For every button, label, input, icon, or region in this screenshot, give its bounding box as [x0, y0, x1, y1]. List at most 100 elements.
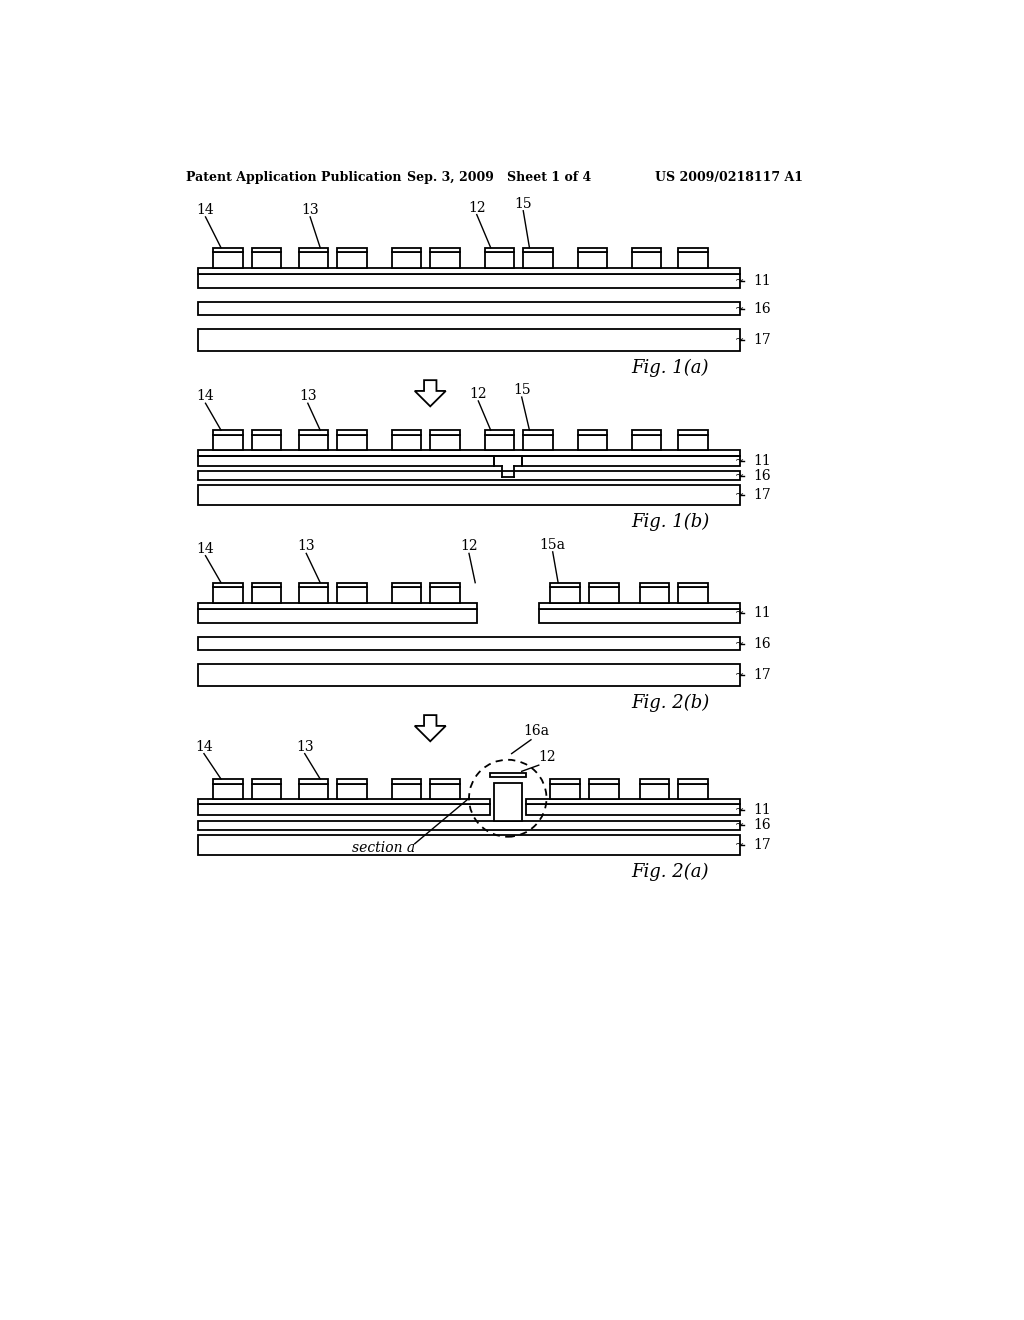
Bar [198, 836, 740, 855]
Bar [430, 252, 460, 268]
Bar [198, 799, 489, 804]
Text: 15: 15 [514, 197, 532, 211]
Bar [632, 252, 662, 268]
Bar [430, 582, 460, 587]
Bar [550, 582, 580, 587]
Bar [539, 603, 740, 609]
Bar [678, 779, 708, 784]
Bar [337, 582, 367, 587]
Text: 14: 14 [197, 389, 214, 404]
Bar [578, 434, 607, 450]
Text: 13: 13 [299, 389, 316, 404]
Bar [198, 330, 740, 351]
Bar [213, 248, 243, 252]
Text: ~: ~ [735, 335, 744, 345]
Bar [252, 434, 282, 450]
Bar [430, 587, 460, 603]
Polygon shape [415, 380, 445, 407]
Bar [198, 275, 740, 288]
Text: ~: ~ [735, 304, 744, 314]
Bar [430, 248, 460, 252]
Bar [391, 784, 421, 799]
Text: 16: 16 [754, 636, 771, 651]
Bar [213, 582, 243, 587]
Text: 17: 17 [754, 838, 771, 853]
Bar [213, 434, 243, 450]
Bar [550, 779, 580, 784]
Bar [678, 248, 708, 252]
Bar [299, 784, 328, 799]
Text: 17: 17 [754, 668, 771, 682]
Bar [337, 784, 367, 799]
Text: ~: ~ [735, 607, 744, 618]
Bar [391, 587, 421, 603]
Text: 12: 12 [539, 750, 556, 763]
Bar [213, 252, 243, 268]
Text: 16: 16 [754, 469, 771, 483]
Bar [578, 252, 607, 268]
Bar [337, 587, 367, 603]
Text: 11: 11 [754, 454, 771, 469]
Bar [198, 821, 740, 830]
Bar [299, 587, 328, 603]
Bar [299, 779, 328, 784]
Bar [213, 587, 243, 603]
Text: 11: 11 [754, 606, 771, 619]
Text: 17: 17 [754, 488, 771, 502]
Bar [523, 248, 553, 252]
Bar [337, 248, 367, 252]
Text: 15a: 15a [540, 537, 565, 552]
Bar [632, 430, 662, 434]
Bar [523, 434, 553, 450]
Text: 14: 14 [197, 203, 214, 216]
Bar [391, 252, 421, 268]
Text: 16: 16 [754, 818, 771, 832]
Bar [640, 582, 669, 587]
Bar [430, 434, 460, 450]
Bar [198, 450, 740, 455]
Text: 11: 11 [754, 803, 771, 817]
Text: ~: ~ [735, 490, 744, 500]
Bar [640, 784, 669, 799]
Bar [198, 664, 740, 686]
Bar [299, 248, 328, 252]
Bar [589, 784, 618, 799]
Bar [252, 248, 282, 252]
Bar [213, 779, 243, 784]
Bar [484, 434, 514, 450]
Bar [484, 430, 514, 434]
Bar [299, 252, 328, 268]
Bar [525, 799, 740, 804]
Bar [678, 587, 708, 603]
Bar [578, 430, 607, 434]
Bar [299, 582, 328, 587]
Text: US 2009/0218117 A1: US 2009/0218117 A1 [655, 172, 803, 185]
Bar [578, 248, 607, 252]
Text: 16a: 16a [523, 725, 549, 738]
Text: ~: ~ [735, 471, 744, 480]
Text: 15: 15 [513, 383, 530, 397]
Bar [489, 774, 525, 777]
Bar [678, 430, 708, 434]
Bar [391, 434, 421, 450]
Bar [678, 252, 708, 268]
Bar [523, 430, 553, 434]
Bar [430, 430, 460, 434]
Text: 13: 13 [297, 540, 315, 553]
Bar [299, 434, 328, 450]
Bar [539, 609, 740, 623]
Text: 12: 12 [468, 201, 485, 215]
Bar [337, 252, 367, 268]
Text: ~: ~ [735, 639, 744, 648]
Text: 14: 14 [196, 739, 213, 754]
Bar [632, 434, 662, 450]
Bar [589, 779, 618, 784]
Text: 13: 13 [296, 739, 313, 754]
Bar [391, 248, 421, 252]
Text: Fig. 2(b): Fig. 2(b) [632, 694, 710, 711]
Bar [299, 430, 328, 434]
Bar [678, 582, 708, 587]
Bar [252, 587, 282, 603]
Bar [213, 430, 243, 434]
Text: ~: ~ [735, 671, 744, 680]
